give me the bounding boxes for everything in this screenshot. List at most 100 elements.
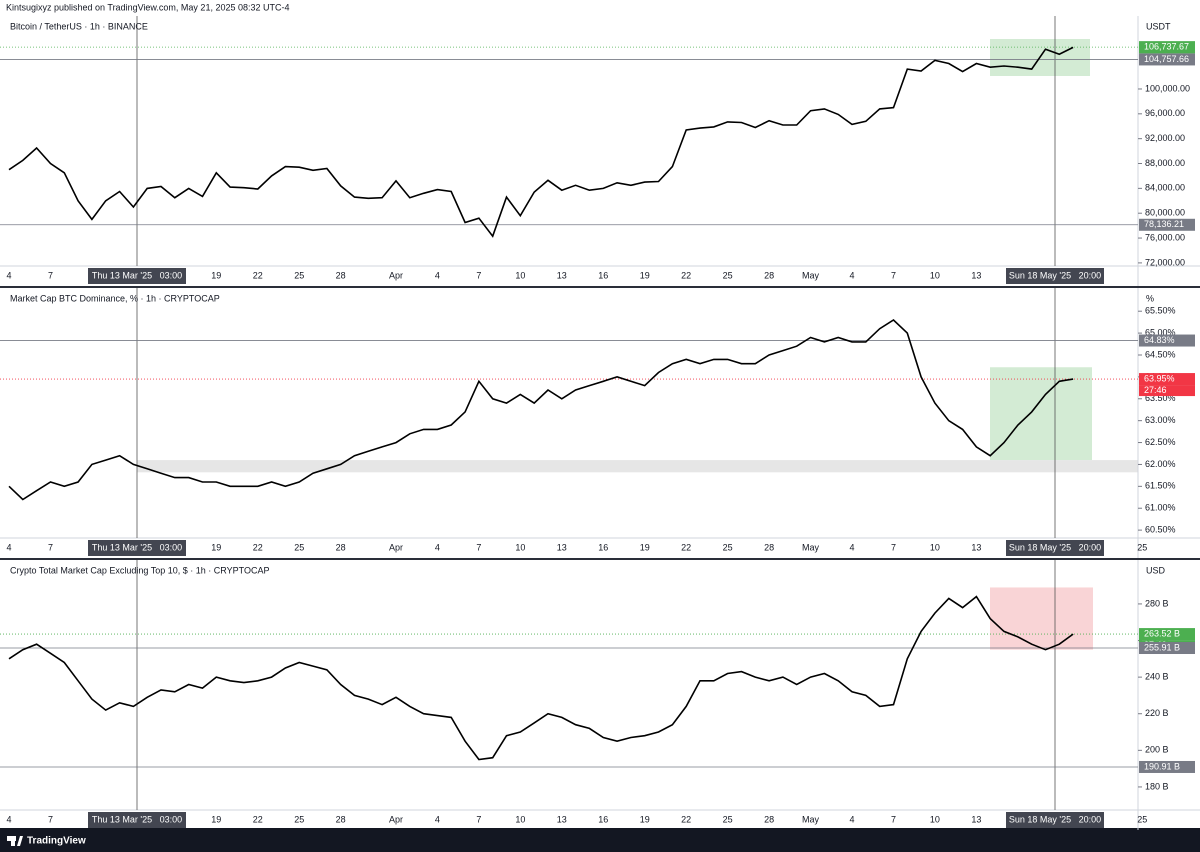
x-tick-label: 25	[723, 270, 733, 280]
countdown-box	[1139, 385, 1195, 397]
price-label: 263.52 B	[1144, 628, 1180, 638]
crosshair-label: Thu 13 Mar '25 03:00	[92, 814, 182, 824]
x-tick-label: 22	[681, 270, 691, 280]
y-tick-label: 200 B	[1145, 745, 1169, 755]
x-tick-label: 22	[253, 814, 263, 824]
x-tick-label: 25	[294, 542, 304, 552]
x-tick-label: 10	[515, 542, 525, 552]
axis-unit: %	[1146, 293, 1154, 303]
y-tick-label: 63.00%	[1145, 415, 1176, 425]
x-tick-label: 28	[764, 270, 774, 280]
x-tick-label: 25	[1137, 542, 1147, 552]
axis-unit: USDT	[1146, 21, 1171, 31]
x-tick-label: 28	[336, 542, 346, 552]
x-tick-label: 25	[294, 270, 304, 280]
x-tick-label: 19	[640, 542, 650, 552]
x-tick-label: 4	[435, 814, 440, 824]
tradingview-logo	[7, 836, 23, 846]
separator	[0, 286, 1200, 288]
x-tick-label: May	[802, 270, 820, 280]
price-label: 78,136.21	[1144, 219, 1184, 229]
price-label-box	[1139, 41, 1195, 54]
price-label: 63.95%	[1144, 373, 1175, 383]
zone	[990, 367, 1092, 461]
chart-title: Market Cap BTC Dominance, % · 1h · CRYPT…	[10, 293, 220, 303]
x-tick-label: 7	[48, 270, 53, 280]
crosshair-label: Thu 13 Mar '25 03:00	[92, 542, 182, 552]
countdown: 27:46	[1144, 385, 1167, 395]
price-label: 64.83%	[1144, 335, 1175, 345]
x-tick-label: 7	[48, 814, 53, 824]
x-tick-label: 22	[681, 542, 691, 552]
y-tick-label: 65.00%	[1145, 327, 1176, 337]
x-tick-label: May	[802, 542, 820, 552]
x-tick-label: 7	[476, 814, 481, 824]
y-tick-label: 100,000.00	[1145, 83, 1190, 93]
x-tick-label: 16	[598, 270, 608, 280]
x-tick-label: 4	[850, 270, 855, 280]
price-label-box	[1139, 642, 1195, 655]
zone	[990, 587, 1093, 650]
x-tick-label: 7	[476, 542, 481, 552]
x-tick-label: 7	[476, 270, 481, 280]
x-tick-label: May	[802, 814, 820, 824]
y-tick-label: 62.50%	[1145, 437, 1176, 447]
x-tick-label: 28	[336, 814, 346, 824]
price-label-box	[1139, 760, 1195, 773]
chart-title: Bitcoin / TetherUS · 1h · BINANCE	[10, 21, 148, 31]
crosshair-label: Sun 18 May '25 20:00	[1009, 542, 1101, 552]
publish-header: Kintsugixyz published on TradingView.com…	[6, 2, 290, 12]
price-label-box	[1139, 628, 1195, 641]
x-tick-label: 28	[764, 542, 774, 552]
y-tick-label: 76,000.00	[1145, 232, 1185, 242]
price-label: 104,757.66	[1144, 54, 1189, 64]
price-label: 190.91 B	[1144, 761, 1180, 771]
x-tick-label: 4	[6, 270, 11, 280]
footer-bar	[0, 828, 1200, 852]
x-tick-label: 13	[971, 814, 981, 824]
y-tick-label: 80,000.00	[1145, 208, 1185, 218]
separator	[0, 558, 1200, 560]
price-line	[8, 595, 1074, 761]
x-tick-label: 10	[930, 814, 940, 824]
x-tick-label: 10	[515, 270, 525, 280]
chart-title: Crypto Total Market Cap Excluding Top 10…	[10, 565, 269, 575]
x-tick-label: 16	[598, 814, 608, 824]
x-tick-label: 7	[891, 542, 896, 552]
crosshair-label: Sun 18 May '25 20:00	[1009, 270, 1101, 280]
x-tick-label: 10	[930, 270, 940, 280]
crosshair-label: Sun 18 May '25 20:00	[1009, 814, 1101, 824]
y-tick-label: 180 B	[1145, 781, 1169, 791]
x-tick-label: 13	[557, 542, 567, 552]
y-tick-label: 65.50%	[1145, 306, 1176, 316]
y-tick-label: 63.50%	[1145, 393, 1176, 403]
y-tick-label: 92,000.00	[1145, 133, 1185, 143]
x-tick-label: 13	[971, 542, 981, 552]
y-tick-label: 61.50%	[1145, 481, 1176, 491]
x-tick-label: 25	[1137, 814, 1147, 824]
price-line	[8, 46, 1074, 238]
x-tick-label: Apr	[389, 814, 403, 824]
y-tick-label: 84,000.00	[1145, 183, 1185, 193]
x-tick-label: 19	[211, 814, 221, 824]
x-tick-label: 22	[253, 542, 263, 552]
price-label: 255.91 B	[1144, 642, 1180, 652]
x-tick-label: 19	[211, 270, 221, 280]
crosshair-label-box	[1006, 268, 1104, 284]
x-tick-label: 28	[336, 270, 346, 280]
y-tick-label: 61.00%	[1145, 503, 1176, 513]
x-tick-label: 25	[723, 814, 733, 824]
x-tick-label: 22	[681, 814, 691, 824]
crosshair-label-box	[88, 540, 186, 556]
y-tick-label: 62.00%	[1145, 459, 1176, 469]
x-tick-label: 7	[891, 814, 896, 824]
x-tick-label: Apr	[389, 270, 403, 280]
x-tick-label: 19	[640, 814, 650, 824]
x-tick-label: 13	[557, 270, 567, 280]
zone	[137, 460, 1138, 473]
y-tick-label: 72,000.00	[1145, 257, 1185, 267]
price-label-box	[1139, 373, 1195, 386]
x-tick-label: 19	[640, 270, 650, 280]
crosshair-label-box	[1006, 812, 1104, 828]
y-tick-label: 88,000.00	[1145, 158, 1185, 168]
